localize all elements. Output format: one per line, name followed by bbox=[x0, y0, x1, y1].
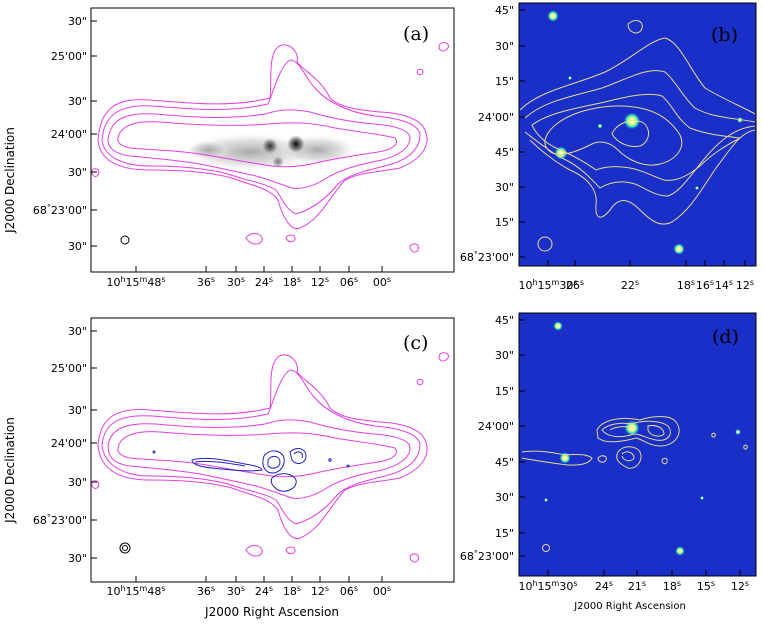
x-tick-label: 30s bbox=[227, 275, 245, 290]
x-tick-label: 22s bbox=[621, 278, 639, 293]
x-tick-label: 10h15m48s bbox=[106, 275, 165, 290]
y-ticks-c: 30" 25'00" 30" 24'00" 30" 68°23'00" 30" bbox=[33, 325, 97, 565]
panel-b: (b) 45" 30" 15" 24'00" 45" 30" 15" 68°23'00" 10… bbox=[460, 2, 757, 292]
x-tick-label: 12s bbox=[736, 278, 754, 293]
x-ticks-d: 10h15m30s 24s 21s 18s 15s 12s bbox=[518, 570, 749, 593]
y-tick-label: 25'00" bbox=[51, 50, 87, 63]
x-tick-label: 12s bbox=[731, 579, 749, 594]
panel-label-c: (c) bbox=[403, 332, 428, 354]
x-tick-label: 06s bbox=[340, 275, 358, 290]
radio-contours-c bbox=[91, 352, 449, 563]
x-ticks-c: 10h15m48s 36s 30s 24s 18s 12s 06s 00s bbox=[106, 576, 391, 598]
x-tick-label: 18s bbox=[283, 584, 301, 599]
y-tick-label: 30" bbox=[495, 349, 514, 362]
panel-a: (a) 30" 25'00" 30" 24'00" 30" 68°23'00" 30" 10… bbox=[33, 7, 455, 289]
y-tick-label: 15" bbox=[495, 216, 514, 229]
panel-label-a: (a) bbox=[403, 23, 429, 45]
x-axis-label: J2000 Right Ascension bbox=[204, 605, 339, 619]
y-tick-label: 25'00" bbox=[51, 362, 87, 375]
x-tick-label: 14s bbox=[715, 278, 733, 293]
x-tick-label: 18s bbox=[283, 275, 301, 290]
y-tick-label: 45" bbox=[495, 314, 514, 327]
x-tick-label: 06s bbox=[340, 584, 358, 599]
x-tick-label: 18s bbox=[663, 579, 681, 594]
y-tick-label: 15" bbox=[495, 75, 514, 88]
panel-label-d: (d) bbox=[712, 326, 739, 348]
x-tick-label: 00s bbox=[373, 275, 391, 290]
radio-contours bbox=[91, 42, 449, 253]
y-tick-label: 24'00" bbox=[51, 128, 87, 141]
y-ticks-d: 45" 30" 15" 24'00" 45" 30" 15" 68°23'00" bbox=[460, 314, 525, 563]
y-tick-label: 45" bbox=[495, 456, 514, 469]
panel-label-b: (b) bbox=[711, 24, 738, 46]
x-tick-label: 24s bbox=[255, 275, 273, 290]
x-tick-label: 10h15m30s bbox=[518, 278, 577, 293]
y-tick-label: 24'00" bbox=[478, 111, 514, 124]
beam-ellipse-c bbox=[119, 542, 131, 554]
x-ticks-a: 10h15m48s 36s 30s 24s 18s 12s 06s 00s bbox=[106, 266, 391, 289]
y-ticks-a: 30" 25'00" 30" 24'00" 30" 68°23'00" 30" bbox=[33, 15, 97, 253]
y-tick-label: 30" bbox=[495, 491, 514, 504]
y-axis-label-lower: J2000 Declination bbox=[3, 417, 17, 524]
x-tick-label: 10h15m30s bbox=[518, 579, 577, 594]
y-tick-label: 45" bbox=[495, 4, 514, 17]
beam-ellipse-d bbox=[542, 544, 550, 552]
x-tick-label: 24s bbox=[255, 584, 273, 599]
x-tick-label: 10h15m48s bbox=[106, 584, 165, 599]
y-tick-label: 45" bbox=[495, 146, 514, 159]
x-tick-label: 16s bbox=[696, 278, 714, 293]
beam-ellipse-b bbox=[537, 236, 553, 252]
y-tick-label: 30" bbox=[495, 40, 514, 53]
y-tick-label: 15" bbox=[495, 527, 514, 540]
x-tick-label: 12s bbox=[311, 584, 329, 599]
y-tick-label: 30" bbox=[68, 240, 87, 253]
x-tick-label: 26s bbox=[566, 278, 584, 293]
y-tick-label: 68°23'00" bbox=[460, 549, 514, 564]
y-tick-label: 68°23'00" bbox=[33, 203, 87, 218]
y-tick-label: 30" bbox=[68, 476, 87, 489]
beam-ellipse bbox=[120, 235, 130, 245]
star-source-d bbox=[553, 321, 563, 331]
x-tick-label: 24s bbox=[595, 579, 613, 594]
x-tick-label: 18s bbox=[677, 278, 695, 293]
y-ticks-b: 45" 30" 15" 24'00" 45" 30" 15" 68°23'00" bbox=[460, 4, 525, 264]
y-axis-label: J2000 Declination bbox=[3, 127, 17, 234]
y-tick-label: 24'00" bbox=[478, 420, 514, 433]
panel-c: (c) 30" 25'00" 30" 24'00" 30" 68°23'00" 30" 10… bbox=[33, 317, 455, 598]
optical-contours bbox=[519, 20, 756, 225]
x-axis-label-right: J2000 Right Ascension bbox=[573, 601, 686, 612]
y-tick-label: 30" bbox=[495, 181, 514, 194]
x-tick-label: 36s bbox=[197, 584, 215, 599]
panel-d: (d) 45" 30" 15" 24'00" 45" 30" 15" 68°23'00" 10… bbox=[460, 312, 757, 593]
y-tick-label: 15" bbox=[495, 385, 514, 398]
star-source bbox=[547, 10, 559, 22]
y-tick-label: 30" bbox=[68, 404, 87, 417]
y-tick-label: 30" bbox=[68, 15, 87, 28]
x-tick-label: 36s bbox=[197, 275, 215, 290]
x-tick-label: 15s bbox=[697, 579, 715, 594]
optical-contours-d bbox=[521, 416, 748, 469]
y-tick-label: 30" bbox=[68, 166, 87, 179]
x-tick-label: 00s bbox=[373, 584, 391, 599]
y-tick-label: 68°23'00" bbox=[33, 513, 87, 528]
x-tick-label: 12s bbox=[311, 275, 329, 290]
y-tick-label: 30" bbox=[68, 325, 87, 338]
blue-contours bbox=[152, 448, 350, 492]
bright-core bbox=[287, 135, 305, 153]
y-tick-label: 30" bbox=[68, 552, 87, 565]
x-tick-label: 30s bbox=[227, 584, 245, 599]
y-tick-label: 68°23'00" bbox=[460, 250, 514, 265]
x-tick-label: 21s bbox=[628, 579, 646, 594]
y-tick-label: 24'00" bbox=[51, 437, 87, 450]
y-tick-label: 30" bbox=[68, 95, 87, 108]
